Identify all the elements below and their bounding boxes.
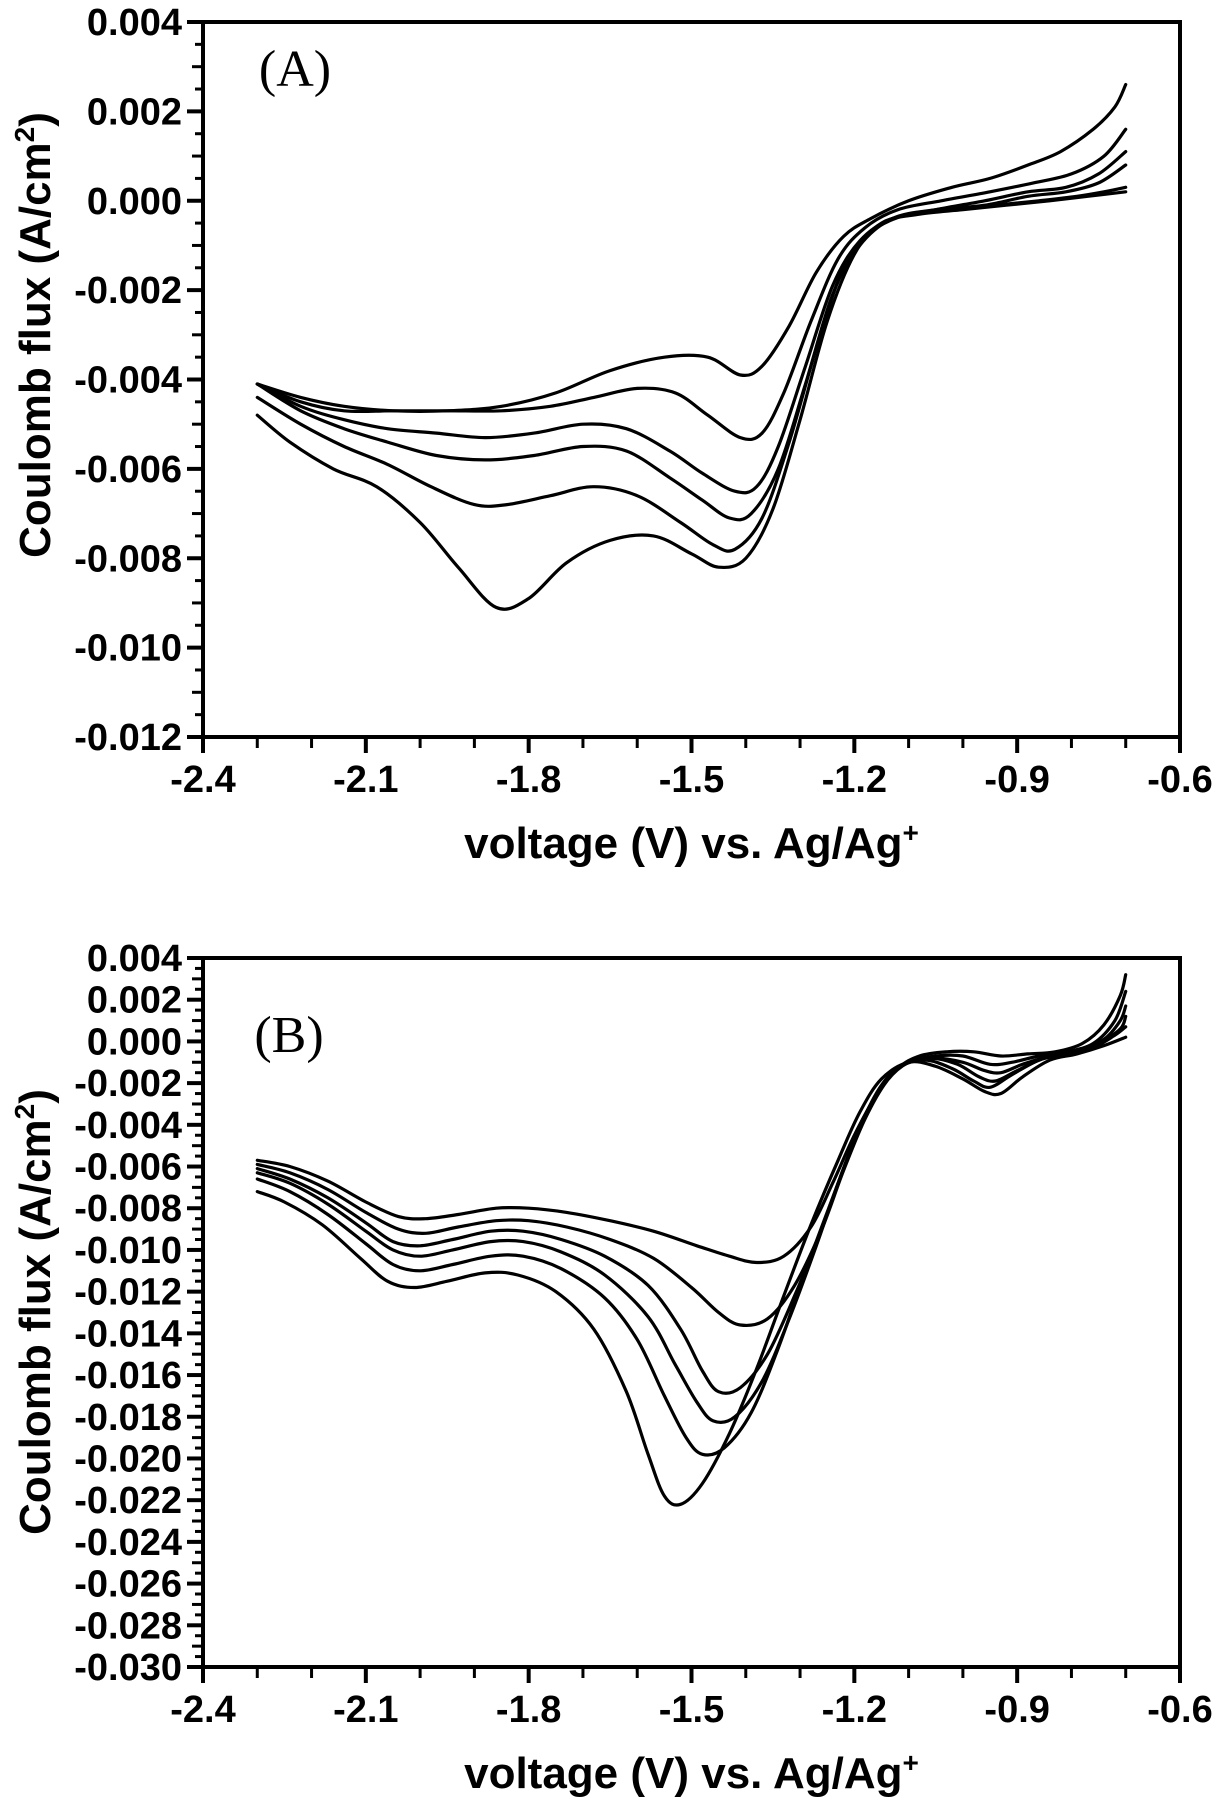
y-tick-label: 0.000 bbox=[87, 1021, 182, 1063]
y-tick-label: -0.010 bbox=[74, 1230, 182, 1272]
y-tick-label: 0.004 bbox=[87, 938, 182, 980]
y-tick-label: -0.012 bbox=[74, 1272, 182, 1314]
panel-a-curve-6 bbox=[255, 190, 1128, 611]
x-tick-label: -1.2 bbox=[822, 759, 887, 801]
panel-b-curve-2 bbox=[255, 989, 1128, 1328]
y-tick-label: -0.028 bbox=[74, 1605, 182, 1647]
y-tick-label: -0.030 bbox=[74, 1647, 182, 1689]
panel-b-curve-1 bbox=[255, 973, 1128, 1265]
x-tick-label: -1.5 bbox=[659, 1689, 724, 1731]
y-tick-label: -0.004 bbox=[74, 1105, 182, 1147]
x-tick-label: -2.4 bbox=[170, 759, 235, 801]
panel-b-curve-6 bbox=[255, 1035, 1128, 1507]
x-tick-label: -0.9 bbox=[984, 759, 1049, 801]
x-axis-b: -2.4 -2.1 -1.8 -1.5 -1.2 -0.9 -0.6 bbox=[170, 1667, 1213, 1731]
y-tick-label: 0.002 bbox=[87, 980, 182, 1022]
panel-label-a: (A) bbox=[259, 41, 331, 98]
y-tick-label: -0.026 bbox=[74, 1564, 182, 1606]
curves-b bbox=[255, 973, 1128, 1507]
x-tick-label: -1.8 bbox=[496, 759, 561, 801]
y-axis-b: 0.0040.0020.000-0.002-0.004-0.006-0.008-… bbox=[74, 938, 203, 1689]
x-tick-label: -1.2 bbox=[822, 1689, 887, 1731]
x-tick-label: -0.9 bbox=[984, 1689, 1049, 1731]
panel-a-curve-3 bbox=[255, 150, 1128, 495]
x-tick-label: -0.6 bbox=[1147, 759, 1212, 801]
panel-a-curve-5 bbox=[255, 185, 1128, 553]
y-tick-label: -0.024 bbox=[74, 1522, 182, 1564]
y-tick-label: -0.016 bbox=[74, 1355, 182, 1397]
panel-a-curve-2 bbox=[255, 127, 1128, 442]
y-tick-label: -0.002 bbox=[74, 270, 182, 312]
y-tick-label: -0.004 bbox=[74, 360, 182, 402]
x-axis-title: voltage (V) vs. Ag/Ag+ bbox=[464, 817, 919, 868]
panel-label-b: (B) bbox=[254, 1007, 323, 1064]
y-tick-label: -0.012 bbox=[74, 717, 182, 759]
y-tick-label: -0.006 bbox=[74, 1147, 182, 1189]
x-axis-a: -2.4 -2.1 -1.8 -1.5 -1.2 -0.9 -0.6 bbox=[170, 737, 1213, 801]
y-tick-label: 0.002 bbox=[87, 91, 182, 133]
x-tick-label: -1.8 bbox=[496, 1689, 561, 1731]
y-tick-label: -0.008 bbox=[74, 1188, 182, 1230]
y-tick-label: -0.002 bbox=[74, 1063, 182, 1105]
y-tick-label: 0.000 bbox=[87, 181, 182, 223]
x-tick-label: -2.1 bbox=[333, 759, 398, 801]
y-axis-title: Coulomb flux (A/cm2) bbox=[9, 112, 60, 558]
y-axis-title: Coulomb flux (A/cm2) bbox=[9, 1089, 60, 1535]
panel-a-curve-1 bbox=[255, 83, 1128, 413]
panel-b-curve-4 bbox=[255, 1014, 1128, 1425]
plot-frame bbox=[201, 20, 1182, 739]
curves-a bbox=[255, 83, 1128, 611]
y-axis-a: 0.004 0.002 0.000 -0.002 -0.004 -0.006 -0.008 -… bbox=[74, 2, 203, 759]
y-tick-label: 0.004 bbox=[87, 2, 182, 44]
panel-b-curve-5 bbox=[255, 1025, 1128, 1457]
x-tick-label: -2.1 bbox=[333, 1689, 398, 1731]
x-tick-label: -0.6 bbox=[1147, 1689, 1212, 1731]
panel-a: -2.4 -2.1 -1.8 -1.5 -1.2 -0.9 -0.60.0040.0020.… bbox=[9, 2, 1213, 868]
x-tick-label: -1.5 bbox=[659, 759, 724, 801]
y-tick-label: -0.008 bbox=[74, 538, 182, 580]
y-tick-label: -0.010 bbox=[74, 628, 182, 670]
x-axis-title: voltage (V) vs. Ag/Ag+ bbox=[464, 1747, 919, 1798]
y-tick-label: -0.022 bbox=[74, 1480, 182, 1522]
y-tick-label: -0.018 bbox=[74, 1397, 182, 1439]
y-tick-label: -0.006 bbox=[74, 449, 182, 491]
panel-b-curve-3 bbox=[255, 1004, 1128, 1395]
x-tick-label: -2.4 bbox=[170, 1689, 235, 1731]
y-tick-label: -0.014 bbox=[74, 1313, 182, 1355]
y-tick-label: -0.020 bbox=[74, 1438, 182, 1480]
panel-b: -2.4 -2.1 -1.8 -1.5 -1.2 -0.9 -0.6 0.0040.0020.… bbox=[9, 938, 1213, 1798]
